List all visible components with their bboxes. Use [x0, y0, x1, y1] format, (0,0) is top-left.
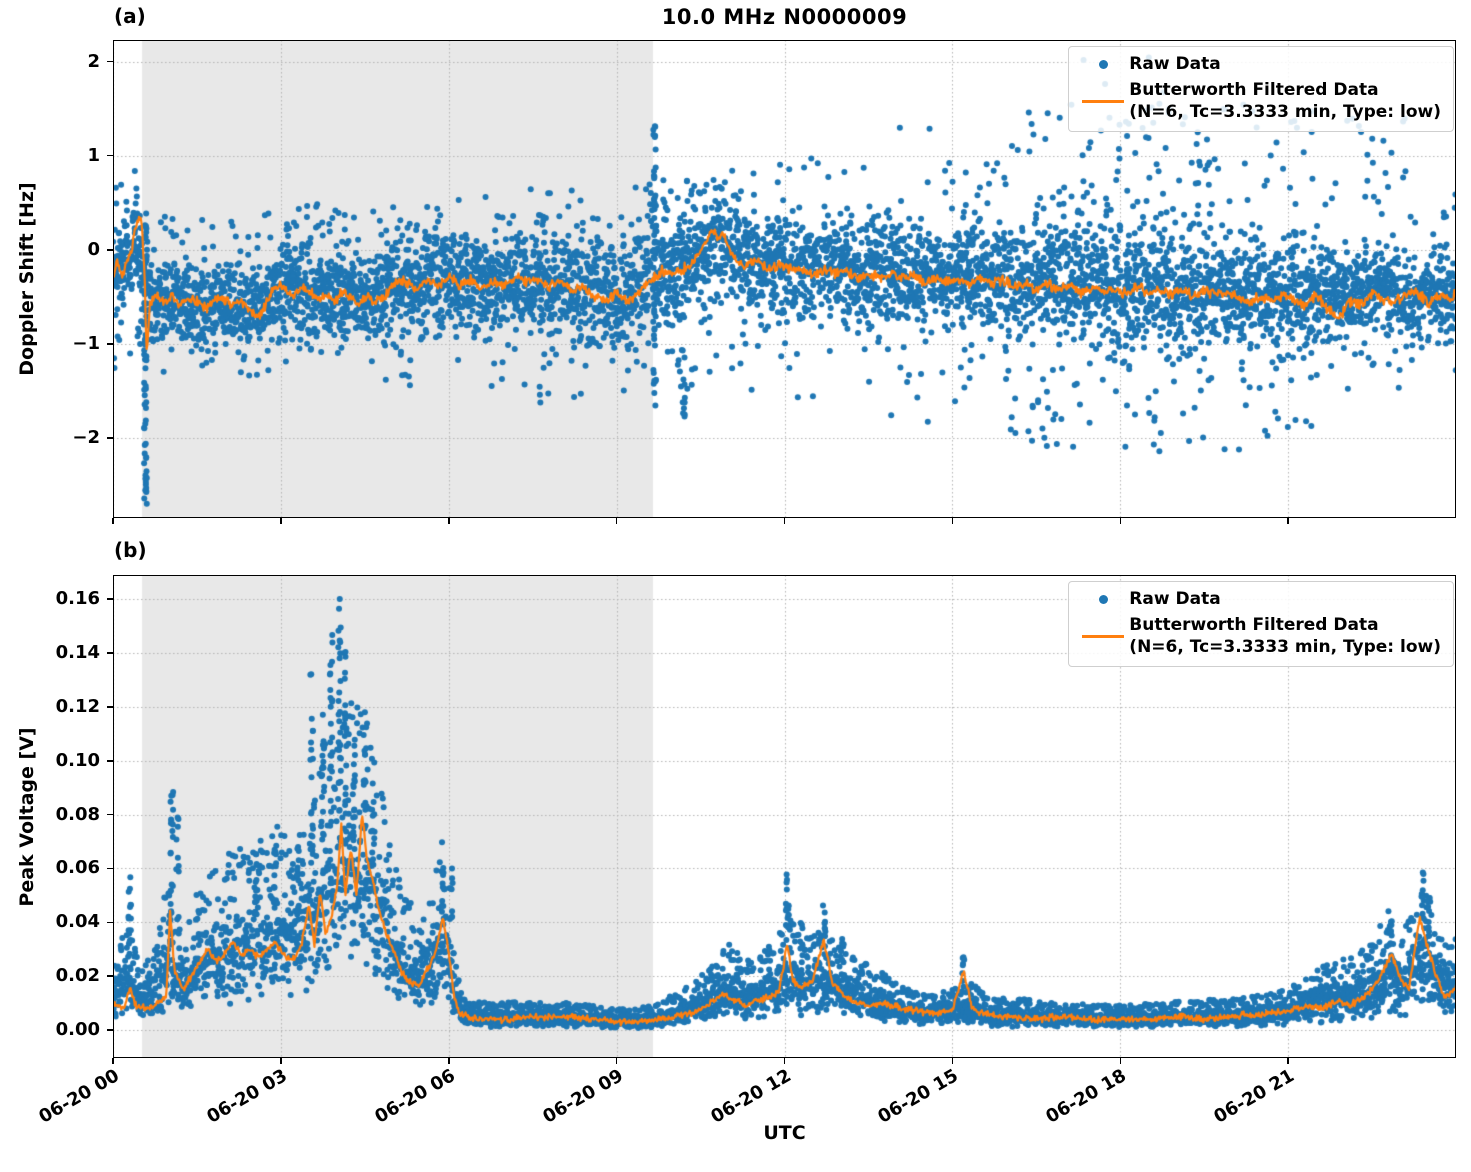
x-tick-mark-b [951, 1058, 954, 1064]
chart-title: 10.0 MHz N0000009 [661, 5, 908, 29]
y-tick-label-b: 0.04 [55, 911, 100, 933]
y-tick-label-b: 0.02 [55, 965, 100, 987]
y-tick-mark-b [106, 1029, 113, 1031]
y-tick-mark-a [106, 437, 113, 439]
y-tick-mark-b [106, 598, 113, 600]
filtered-line-marker-icon [1077, 100, 1129, 103]
x-tick-mark-a [783, 518, 786, 524]
x-tick-mark-a [615, 518, 618, 524]
x-tick-mark-b [1119, 1058, 1121, 1064]
x-tick-mark-a [280, 518, 282, 524]
legend-filtered-label: Butterworth Filtered Data (N=6, Tc=3.333… [1129, 615, 1441, 659]
legend-row-raw: Raw Data [1077, 589, 1441, 611]
y-tick-label-a: 1 [87, 144, 100, 166]
panel-b-tag: (b) [114, 538, 147, 562]
x-tick-label: 06-20 15 [874, 1065, 963, 1128]
y-tick-mark-b [106, 921, 113, 924]
y-tick-mark-b [106, 652, 113, 654]
x-tick-label: 06-20 06 [371, 1065, 459, 1128]
y-tick-mark-a [106, 343, 113, 345]
legend-row-raw: Raw Data [1077, 54, 1441, 76]
y-tick-mark-b [106, 867, 113, 870]
y-tick-mark-b [106, 813, 113, 816]
y-tick-label-b: 0.16 [55, 588, 100, 610]
y-tick-label-b: 0.10 [55, 749, 100, 771]
x-tick-label: 06-20 00 [35, 1065, 123, 1128]
legend-raw-label: Raw Data [1129, 54, 1221, 74]
x-tick-mark-a [1119, 518, 1121, 524]
x-tick-mark-a [112, 518, 114, 524]
y-tick-mark-a [106, 60, 113, 63]
y-tick-label-a: −2 [72, 427, 100, 449]
raw-data-marker-icon [1077, 60, 1129, 70]
y-tick-mark-a [106, 154, 113, 157]
legend-filtered-label-line2: (N=6, Tc=3.3333 min, Type: low) [1129, 101, 1441, 122]
x-axis-label: UTC [763, 1122, 806, 1144]
filtered-line-marker-icon [1077, 635, 1129, 638]
x-tick-mark-b [280, 1058, 282, 1064]
y-tick-mark-b [106, 975, 113, 977]
x-tick-label: 06-20 12 [707, 1065, 795, 1128]
x-tick-mark-b [783, 1058, 786, 1064]
x-tick-mark-b [448, 1058, 450, 1064]
y-tick-label-a: 0 [87, 238, 100, 260]
x-tick-mark-a [448, 518, 450, 524]
legend-filtered-label: Butterworth Filtered Data (N=6, Tc=3.333… [1129, 80, 1441, 124]
panel-a-tag: (a) [114, 4, 146, 28]
legend-filtered-label-line1: Butterworth Filtered Data [1129, 79, 1379, 100]
legend-row-filtered: Butterworth Filtered Data (N=6, Tc=3.333… [1077, 80, 1441, 124]
y-tick-label-a: 2 [87, 50, 100, 72]
panel-a-legend: Raw Data Butterworth Filtered Data (N=6,… [1068, 46, 1454, 133]
x-tick-label: 06-20 18 [1042, 1065, 1131, 1128]
x-tick-label: 06-20 21 [1210, 1065, 1299, 1128]
raw-data-marker-icon [1077, 595, 1129, 605]
y-tick-label-b: 0.00 [55, 1019, 100, 1040]
legend-filtered-label-line1: Butterworth Filtered Data [1129, 614, 1379, 635]
x-tick-mark-b [112, 1058, 114, 1064]
y-tick-label-b: 0.08 [55, 803, 100, 825]
x-tick-mark-a [1287, 518, 1289, 524]
panel-b-legend: Raw Data Butterworth Filtered Data (N=6,… [1068, 581, 1454, 668]
y-tick-mark-b [106, 760, 113, 762]
y-tick-mark-a [106, 249, 113, 251]
y-tick-label-b: 0.12 [55, 695, 100, 717]
y-tick-label-b: 0.14 [55, 642, 100, 664]
x-tick-label: 06-20 09 [539, 1065, 627, 1128]
legend-raw-label: Raw Data [1129, 589, 1221, 609]
legend-filtered-label-line2: (N=6, Tc=3.3333 min, Type: low) [1129, 636, 1441, 657]
x-tick-mark-a [951, 518, 954, 524]
x-tick-mark-b [615, 1058, 618, 1064]
y-tick-mark-b [106, 706, 113, 708]
x-tick-label: 06-20 03 [203, 1065, 291, 1128]
legend-row-filtered: Butterworth Filtered Data (N=6, Tc=3.333… [1077, 615, 1441, 659]
y-tick-label-a: −1 [72, 332, 100, 354]
x-tick-mark-b [1287, 1058, 1289, 1064]
y-tick-label-b: 0.06 [55, 857, 100, 879]
